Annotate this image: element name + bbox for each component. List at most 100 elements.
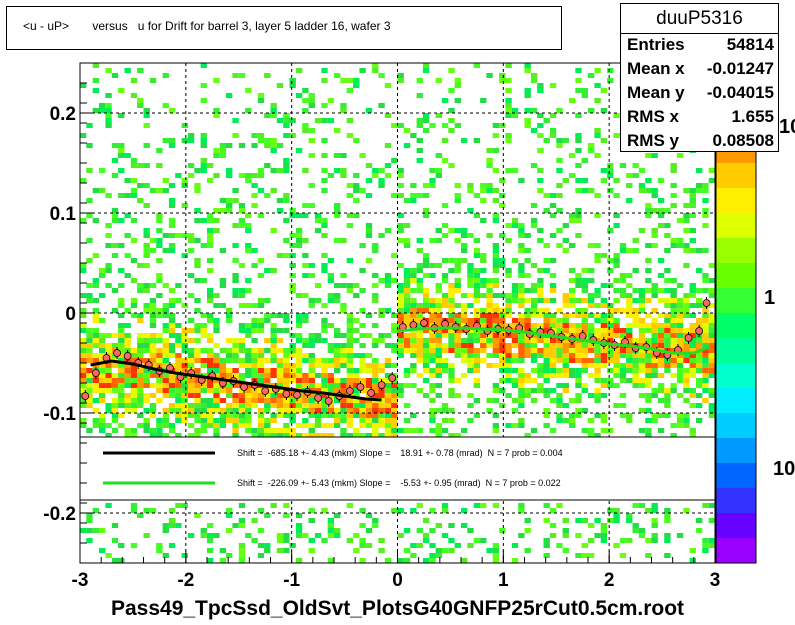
heatmap-cell xyxy=(334,408,341,413)
heatmap-cell xyxy=(118,333,125,338)
heatmap-cell xyxy=(461,313,468,318)
heatmap-cell xyxy=(422,348,430,353)
heatmap-cell xyxy=(505,108,512,113)
heatmap-cell xyxy=(327,523,335,528)
heatmap-cell xyxy=(308,338,315,343)
heatmap-cell xyxy=(397,213,404,218)
heatmap-cell xyxy=(175,383,182,388)
heatmap-cell xyxy=(505,378,512,383)
heatmap-cell xyxy=(232,288,239,293)
heatmap-cell xyxy=(537,323,544,328)
heatmap-cell xyxy=(696,268,703,273)
heatmap-cell xyxy=(422,308,430,313)
heatmap-cell xyxy=(149,348,157,353)
heatmap-cell xyxy=(99,548,106,553)
heatmap-cell xyxy=(270,418,277,423)
heatmap-cell xyxy=(486,343,493,348)
heatmap-cell xyxy=(207,218,214,223)
heatmap-cell xyxy=(175,403,182,408)
heatmap-cell xyxy=(314,213,322,218)
profile-point xyxy=(684,334,693,342)
heatmap-cell xyxy=(676,418,684,423)
heatmap-cell xyxy=(511,323,519,328)
heatmap-cell xyxy=(562,318,569,323)
heatmap-cell xyxy=(575,313,582,318)
heatmap-cell xyxy=(365,528,373,533)
heatmap-cell xyxy=(219,548,227,553)
heatmap-cell xyxy=(422,338,430,343)
heatmap-cell xyxy=(346,403,354,408)
heatmap-cell xyxy=(149,343,157,348)
heatmap-cell xyxy=(245,358,252,363)
heatmap-cell xyxy=(270,188,277,193)
heatmap-cell xyxy=(588,393,595,398)
heatmap-cell xyxy=(359,558,366,563)
heatmap-cell xyxy=(689,428,696,433)
heatmap-cell xyxy=(645,393,652,398)
heatmap-cell xyxy=(664,333,671,338)
heatmap-cell xyxy=(416,238,423,243)
heatmap-cell xyxy=(359,358,366,363)
heatmap-cell xyxy=(334,423,341,428)
heatmap-cell xyxy=(194,428,201,433)
heatmap-cell xyxy=(600,168,608,173)
heatmap-cell xyxy=(168,523,176,528)
heatmap-cell xyxy=(124,193,131,198)
heatmap-cell xyxy=(372,343,379,348)
heatmap-cell xyxy=(213,318,220,323)
heatmap-cell xyxy=(302,168,309,173)
heatmap-cell xyxy=(581,428,588,433)
heatmap-cell xyxy=(676,378,684,383)
heatmap-cell xyxy=(118,558,125,563)
heatmap-cell xyxy=(524,118,531,123)
heatmap-cell xyxy=(270,393,277,398)
heatmap-cell xyxy=(537,293,544,298)
heatmap-cell xyxy=(397,388,404,393)
heatmap-cell xyxy=(619,288,627,293)
heatmap-cell xyxy=(283,383,290,388)
heatmap-cell xyxy=(556,413,563,418)
heatmap-cell xyxy=(213,408,220,413)
heatmap-cell xyxy=(118,168,125,173)
heatmap-cell xyxy=(168,328,176,333)
heatmap-cell xyxy=(537,283,544,288)
heatmap-cell xyxy=(137,403,144,408)
heatmap-cell xyxy=(80,373,87,378)
heatmap-cell xyxy=(467,268,474,273)
heatmap-cell xyxy=(632,323,639,328)
heatmap-cell xyxy=(327,343,335,348)
heatmap-cell xyxy=(264,403,271,408)
heatmap-cell xyxy=(607,328,614,333)
heatmap-cell xyxy=(308,98,315,103)
heatmap-cell xyxy=(264,318,271,323)
heatmap-cell xyxy=(276,383,284,388)
heatmap-cell xyxy=(524,388,531,393)
heatmap-cell xyxy=(410,193,417,198)
heatmap-cell xyxy=(162,313,169,318)
heatmap-cell xyxy=(143,408,150,413)
heatmap-cell xyxy=(676,373,684,378)
heatmap-cell xyxy=(187,163,195,168)
heatmap-cell xyxy=(353,318,360,323)
heatmap-cell xyxy=(645,258,652,263)
heatmap-cell xyxy=(99,108,106,113)
heatmap-cell xyxy=(251,338,258,343)
heatmap-cell xyxy=(372,393,379,398)
heatmap-cell xyxy=(143,143,150,148)
heatmap-cell xyxy=(276,533,284,538)
heatmap-cell xyxy=(137,103,144,108)
heatmap-cell xyxy=(511,383,519,388)
heatmap-cell xyxy=(505,78,512,83)
heatmap-cell xyxy=(537,308,544,313)
heatmap-cell xyxy=(562,138,569,143)
heatmap-cell xyxy=(448,323,455,328)
heatmap-cell xyxy=(219,278,227,283)
heatmap-cell xyxy=(302,353,309,358)
heatmap-cell xyxy=(403,368,411,373)
heatmap-cell xyxy=(518,503,525,508)
heatmap-cell xyxy=(549,128,557,133)
heatmap-cell xyxy=(334,378,341,383)
heatmap-cell xyxy=(588,298,595,303)
heatmap-cell xyxy=(530,283,538,288)
heatmap-cell xyxy=(549,233,557,238)
